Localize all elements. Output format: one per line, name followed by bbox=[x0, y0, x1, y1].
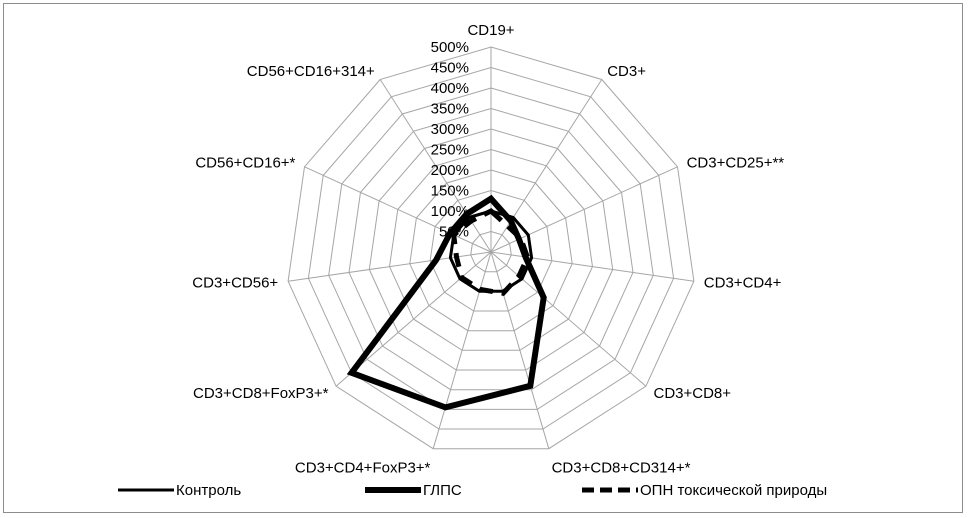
axis-label: CD56+CD16+314+ bbox=[247, 63, 375, 80]
tick-label: 450% bbox=[431, 60, 469, 77]
axis-spoke bbox=[490, 251, 647, 387]
axis-label: CD3+CD25+** bbox=[687, 155, 785, 172]
grid-ring bbox=[348, 107, 634, 391]
tick-label: 350% bbox=[431, 101, 469, 118]
axis-label: CD3+CD4+ bbox=[704, 275, 782, 292]
grid-ring bbox=[307, 66, 675, 430]
radial-tick-labels: 50%100%150%200%250%300%350%400%450%500% bbox=[431, 39, 469, 241]
chart-frame bbox=[3, 3, 963, 513]
tick-label: 150% bbox=[431, 183, 469, 200]
axis-label: CD56+CD16+* bbox=[195, 155, 295, 172]
axis-label: CD3+CD56+ bbox=[192, 275, 278, 292]
grid-ring bbox=[328, 87, 654, 410]
tick-label: 200% bbox=[431, 162, 469, 179]
axis-labels: CD19+ CD3+ CD3+CD25+** CD3+CD4+ CD3+CD8+ CD3+… bbox=[192, 22, 784, 476]
axis-label: CD3+ bbox=[607, 63, 646, 80]
tick-label: 400% bbox=[431, 80, 469, 97]
tick-label: 250% bbox=[431, 142, 469, 159]
axis-label: CD19+ bbox=[467, 22, 514, 39]
radar-grid bbox=[287, 46, 695, 450]
axis-spoke bbox=[379, 79, 492, 253]
legend-label: Контроль bbox=[176, 482, 241, 499]
grid-ring bbox=[368, 128, 614, 371]
axis-label: CD3+CD4+FoxP3+* bbox=[295, 459, 431, 476]
grid-ring bbox=[429, 189, 553, 312]
legend: Контроль ГЛПС ОПН токсической природы bbox=[118, 482, 827, 499]
series-line bbox=[451, 207, 531, 296]
axis-spoke bbox=[432, 251, 492, 449]
tick-label: 500% bbox=[431, 39, 469, 56]
axis-spoke bbox=[304, 166, 492, 253]
legend-label: ГЛПС bbox=[423, 482, 462, 499]
axis-label: CD3+CD8+ bbox=[654, 385, 732, 402]
grid-ring bbox=[409, 169, 573, 332]
tick-label: 100% bbox=[431, 203, 469, 220]
grid-ring bbox=[287, 46, 695, 450]
grid-ring bbox=[470, 230, 512, 273]
grid-ring bbox=[388, 148, 594, 351]
axis-spoke bbox=[490, 251, 550, 449]
data-series bbox=[346, 194, 547, 411]
tick-label: 300% bbox=[431, 121, 469, 138]
axis-label: CD3+CD8+FoxP3+* bbox=[193, 385, 329, 402]
legend-label: ОПН токсической природы bbox=[640, 482, 827, 499]
axis-label: CD3+CD8+CD314+* bbox=[552, 459, 691, 476]
axis-spoke bbox=[490, 166, 678, 253]
